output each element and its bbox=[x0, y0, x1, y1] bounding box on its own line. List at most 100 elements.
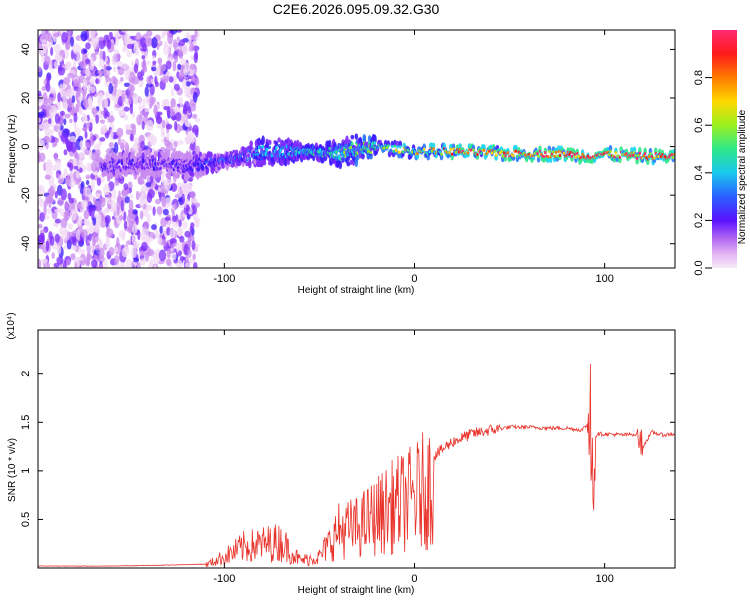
noise-cell bbox=[159, 225, 163, 234]
noise-cell bbox=[115, 53, 121, 60]
noise-cell bbox=[103, 63, 107, 76]
noise-cell bbox=[57, 122, 61, 133]
noise-cell bbox=[114, 180, 120, 186]
signal-halo bbox=[176, 171, 180, 179]
signal-cell bbox=[275, 146, 278, 150]
noise-cell bbox=[93, 37, 97, 50]
noise-cell bbox=[104, 214, 111, 224]
colorbar-tick-label: 0.6 bbox=[693, 118, 705, 133]
noise-cell bbox=[39, 212, 45, 222]
noise-cell bbox=[59, 226, 64, 235]
signal-cell bbox=[536, 151, 539, 156]
noise-cell bbox=[192, 113, 198, 119]
noise-cell bbox=[68, 235, 76, 245]
snr-axes: -100 0 100 0.5 1 1.5 2 bbox=[20, 330, 675, 585]
signal-cell bbox=[399, 145, 402, 149]
noise-cell bbox=[193, 77, 199, 86]
signal-cell bbox=[397, 150, 401, 154]
noise-cell bbox=[114, 255, 120, 266]
noise-cell bbox=[73, 127, 81, 137]
signal-halo bbox=[144, 149, 148, 158]
noise-cell bbox=[166, 227, 171, 236]
noise-cell bbox=[67, 30, 72, 36]
noise-cell bbox=[124, 68, 130, 81]
noise-cell bbox=[156, 237, 163, 245]
noise-cell bbox=[163, 240, 167, 247]
signal-cell bbox=[373, 141, 377, 145]
signal-cell bbox=[281, 146, 285, 150]
snr-xtick-label: -100 bbox=[213, 573, 235, 585]
signal-cell bbox=[264, 152, 267, 157]
noise-cell bbox=[99, 50, 104, 61]
signal-cell bbox=[353, 147, 357, 152]
noise-cell bbox=[188, 95, 194, 101]
noise-cell bbox=[95, 244, 100, 251]
spectrogram-ytick-label: 0 bbox=[20, 144, 32, 150]
noise-cell bbox=[96, 213, 102, 225]
signal-cell bbox=[450, 152, 454, 156]
noise-cell bbox=[69, 118, 73, 124]
signal-halo bbox=[261, 135, 265, 146]
signal-cell bbox=[438, 150, 442, 154]
signal-cell bbox=[194, 162, 197, 167]
snr-xtick-label: 0 bbox=[411, 573, 417, 585]
noise-cell bbox=[97, 98, 102, 107]
signal-halo bbox=[165, 172, 170, 179]
signal-cell bbox=[580, 155, 583, 159]
noise-cell bbox=[161, 131, 166, 138]
noise-cell bbox=[148, 262, 153, 268]
noise-cell bbox=[176, 185, 180, 197]
noise-cell bbox=[178, 39, 186, 47]
noise-cell bbox=[99, 137, 106, 142]
noise-cell bbox=[170, 30, 178, 35]
noise-cell bbox=[123, 82, 131, 87]
signal-cell bbox=[552, 150, 555, 154]
noise-cell bbox=[89, 77, 95, 85]
signal-halo bbox=[373, 134, 377, 144]
signal-halo bbox=[106, 172, 111, 181]
noise-cell bbox=[121, 247, 129, 258]
noise-cell bbox=[177, 227, 183, 237]
noise-cell bbox=[175, 112, 182, 122]
noise-cell bbox=[169, 228, 176, 238]
signal-cell bbox=[647, 154, 651, 159]
noise-cell bbox=[126, 43, 135, 49]
signal-cell bbox=[440, 152, 443, 156]
noise-cell bbox=[131, 223, 138, 234]
noise-cell bbox=[54, 233, 60, 244]
noise-cell bbox=[59, 119, 64, 125]
noise-cell bbox=[98, 36, 105, 41]
signal-cell bbox=[214, 158, 217, 162]
snr-xlabel: Height of straight line (km) bbox=[298, 585, 415, 596]
signal-halo bbox=[338, 160, 343, 170]
noise-cell bbox=[190, 55, 195, 60]
signal-cell bbox=[248, 156, 252, 161]
noise-cell bbox=[81, 114, 88, 124]
noise-cell bbox=[121, 92, 126, 103]
noise-cell bbox=[151, 55, 155, 60]
noise-cell bbox=[63, 149, 68, 156]
noise-cell bbox=[165, 60, 172, 70]
spectrogram-panel: -100 0 100 -40 -20 0 20 40 Height of straight l… bbox=[7, 29, 676, 296]
noise-cell bbox=[125, 128, 133, 136]
noise-cell bbox=[47, 96, 54, 104]
signal-cell bbox=[391, 144, 394, 149]
noise-cell bbox=[155, 115, 163, 125]
noise-cell bbox=[81, 127, 88, 132]
noise-cell bbox=[194, 30, 198, 39]
noise-cell bbox=[63, 227, 68, 236]
noise-cell bbox=[87, 84, 91, 92]
noise-cell bbox=[56, 31, 61, 37]
noise-cell bbox=[184, 230, 192, 238]
signal-cell bbox=[569, 150, 572, 155]
noise-cell bbox=[38, 232, 45, 245]
noise-cell bbox=[104, 98, 109, 109]
signal-cell bbox=[650, 154, 654, 159]
colorbar-label: Normalized spectral amplitude bbox=[737, 109, 748, 244]
noise-cell bbox=[131, 112, 136, 118]
signal-cell bbox=[613, 155, 616, 159]
noise-cell bbox=[146, 75, 153, 85]
noise-cell bbox=[89, 207, 95, 217]
signal-cell bbox=[135, 161, 138, 166]
signal-halo bbox=[108, 155, 112, 164]
